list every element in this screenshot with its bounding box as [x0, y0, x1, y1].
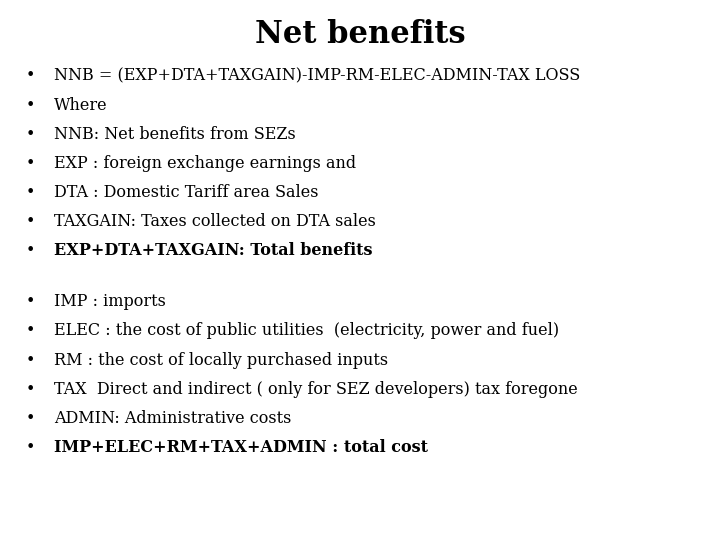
Text: ELEC : the cost of public utilities  (electricity, power and fuel): ELEC : the cost of public utilities (ele… — [54, 322, 559, 339]
Text: TAX  Direct and indirect ( only for SEZ developers) tax foregone: TAX Direct and indirect ( only for SEZ d… — [54, 381, 577, 397]
Text: IMP+ELEC+RM+TAX+ADMIN : total cost: IMP+ELEC+RM+TAX+ADMIN : total cost — [54, 439, 428, 456]
Text: DTA : Domestic Tariff area Sales: DTA : Domestic Tariff area Sales — [54, 184, 318, 201]
Text: •: • — [25, 410, 35, 427]
Text: Where: Where — [54, 97, 107, 113]
Text: RM : the cost of locally purchased inputs: RM : the cost of locally purchased input… — [54, 352, 388, 368]
Text: •: • — [25, 381, 35, 397]
Text: TAXGAIN: Taxes collected on DTA sales: TAXGAIN: Taxes collected on DTA sales — [54, 213, 376, 230]
Text: •: • — [25, 322, 35, 339]
Text: EXP : foreign exchange earnings and: EXP : foreign exchange earnings and — [54, 155, 356, 172]
Text: •: • — [25, 213, 35, 230]
Text: IMP : imports: IMP : imports — [54, 293, 166, 310]
Text: •: • — [25, 97, 35, 113]
Text: •: • — [25, 126, 35, 143]
Text: Net benefits: Net benefits — [255, 19, 465, 50]
Text: •: • — [25, 242, 35, 259]
Text: •: • — [25, 439, 35, 456]
Text: •: • — [25, 155, 35, 172]
Text: •: • — [25, 68, 35, 84]
Text: NNB: Net benefits from SEZs: NNB: Net benefits from SEZs — [54, 126, 296, 143]
Text: EXP+DTA+TAXGAIN: Total benefits: EXP+DTA+TAXGAIN: Total benefits — [54, 242, 372, 259]
Text: •: • — [25, 184, 35, 201]
Text: •: • — [25, 293, 35, 310]
Text: •: • — [25, 352, 35, 368]
Text: NNB = (EXP+DTA+TAXGAIN)-IMP-RM-ELEC-ADMIN-TAX LOSS: NNB = (EXP+DTA+TAXGAIN)-IMP-RM-ELEC-ADMI… — [54, 68, 580, 84]
Text: ADMIN: Administrative costs: ADMIN: Administrative costs — [54, 410, 292, 427]
